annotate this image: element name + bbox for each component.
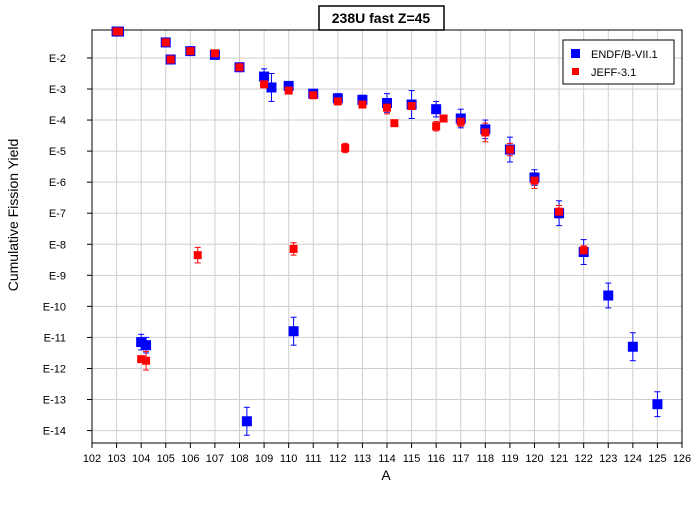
x-tick-label: 120 — [525, 453, 543, 465]
data-point-jeff — [530, 176, 539, 185]
data-point-jeff — [505, 145, 514, 154]
x-tick-label: 115 — [403, 453, 421, 465]
title-frame — [318, 5, 445, 31]
data-point-jeff — [432, 122, 441, 131]
x-tick-label: 114 — [378, 453, 396, 465]
y-tick-label: E-5 — [49, 146, 66, 158]
data-point-jeff — [390, 119, 399, 128]
data-point-jeff — [555, 207, 564, 216]
x-axis-label: A — [381, 467, 391, 483]
y-tick-label: E-6 — [49, 177, 66, 189]
data-point-endf — [357, 94, 368, 105]
data-point-endf — [652, 399, 663, 410]
y-tick-label: E-7 — [49, 208, 66, 220]
x-tick-label: 121 — [550, 453, 568, 465]
data-point-endf — [259, 71, 270, 82]
x-tick-label: 104 — [132, 453, 150, 465]
data-point-endf — [266, 82, 277, 93]
data-point-jeff — [260, 80, 269, 89]
legend-swatch-endf — [571, 49, 580, 58]
data-point-jeff — [193, 251, 202, 260]
data-point-jeff — [333, 97, 342, 106]
data-point-jeff — [284, 86, 293, 95]
x-tick-label: 119 — [501, 453, 519, 465]
data-point-jeff — [358, 100, 367, 109]
data-point-jeff — [383, 103, 391, 112]
grid-lines — [91, 30, 683, 443]
data-point-endf — [141, 340, 152, 351]
data-points — [111, 26, 663, 427]
x-tick-label: 106 — [181, 453, 199, 465]
y-tick-label: E-4 — [49, 115, 66, 127]
y-tick-label: E-3 — [49, 84, 66, 96]
y-tick-label: E-13 — [43, 395, 66, 407]
y-tick-label: E-9 — [49, 270, 66, 282]
x-tick-label: 110 — [280, 453, 298, 465]
data-point-endf — [431, 104, 442, 115]
legend-frame — [562, 39, 675, 85]
legend-label-jeff: JEFF-3.1 — [591, 67, 636, 79]
data-point-jeff — [439, 114, 448, 123]
y-axis-label: Cumulative Fission Yield — [5, 139, 21, 292]
data-point-jeff — [235, 63, 244, 72]
y-tick-label: E-8 — [49, 239, 66, 251]
x-tick-label: 103 — [107, 453, 125, 465]
data-point-jeff — [341, 144, 350, 152]
y-axis-ticks: E-2 E-3 E-4 E-5 E-6 E-7 E-8 E-9 E-10 E-11 E-12 E-13… — [43, 53, 92, 438]
x-tick-label: 105 — [157, 453, 175, 465]
data-point-endf — [241, 416, 252, 427]
x-tick-label: 109 — [255, 453, 273, 465]
chart-title-box: 238U fast Z=45 — [318, 5, 445, 31]
x-tick-label: 111 — [305, 453, 322, 465]
data-point-endf — [288, 326, 299, 337]
data-point-endf — [283, 80, 294, 91]
data-point-jeff — [579, 246, 588, 255]
data-point-endf — [603, 290, 614, 301]
chart-title: 238U fast Z=45 — [332, 10, 431, 26]
y-tick-label: E-12 — [43, 363, 66, 375]
x-tick-label: 108 — [230, 453, 248, 465]
y-tick-label: E-10 — [43, 301, 66, 313]
data-point-jeff — [142, 356, 151, 365]
x-tick-label: 116 — [427, 453, 445, 465]
data-point-jeff — [407, 102, 416, 111]
data-point-jeff — [309, 91, 318, 100]
x-tick-label: 123 — [599, 453, 617, 465]
data-point-jeff — [186, 47, 195, 56]
data-point-jeff — [115, 27, 124, 36]
data-point-endf — [382, 97, 392, 108]
x-tick-label: 126 — [673, 453, 691, 465]
x-tick-label: 125 — [648, 453, 666, 465]
y-tick-label: E-11 — [44, 332, 66, 344]
x-tick-label: 117 — [452, 453, 470, 465]
data-point-jeff — [289, 244, 298, 253]
x-axis-ticks: 102 103 104 105 106 107 108 109 110 111 112 113 114 1… — [83, 443, 691, 465]
x-tick-label: 124 — [624, 453, 642, 465]
x-tick-label: 112 — [329, 453, 347, 465]
x-tick-label: 102 — [83, 453, 101, 465]
data-point-jeff — [456, 117, 465, 126]
x-tick-label: 122 — [574, 453, 592, 465]
y-tick-label: E-14 — [43, 426, 66, 438]
x-tick-label: 113 — [354, 453, 372, 465]
legend-swatch-jeff — [572, 68, 579, 75]
data-point-jeff — [166, 55, 175, 64]
y-tick-label: E-2 — [49, 53, 66, 65]
data-point-endf — [627, 341, 638, 352]
data-point-jeff — [161, 38, 170, 47]
data-point-jeff — [481, 128, 490, 137]
legend-label-endf: ENDF/B-VII.1 — [591, 49, 658, 61]
x-tick-label: 118 — [477, 453, 495, 465]
data-point-jeff — [137, 355, 146, 364]
x-tick-label: 107 — [206, 453, 224, 465]
data-point-jeff — [210, 49, 219, 58]
legend: ENDF/B-VII.1 JEFF-3.1 — [562, 39, 675, 85]
